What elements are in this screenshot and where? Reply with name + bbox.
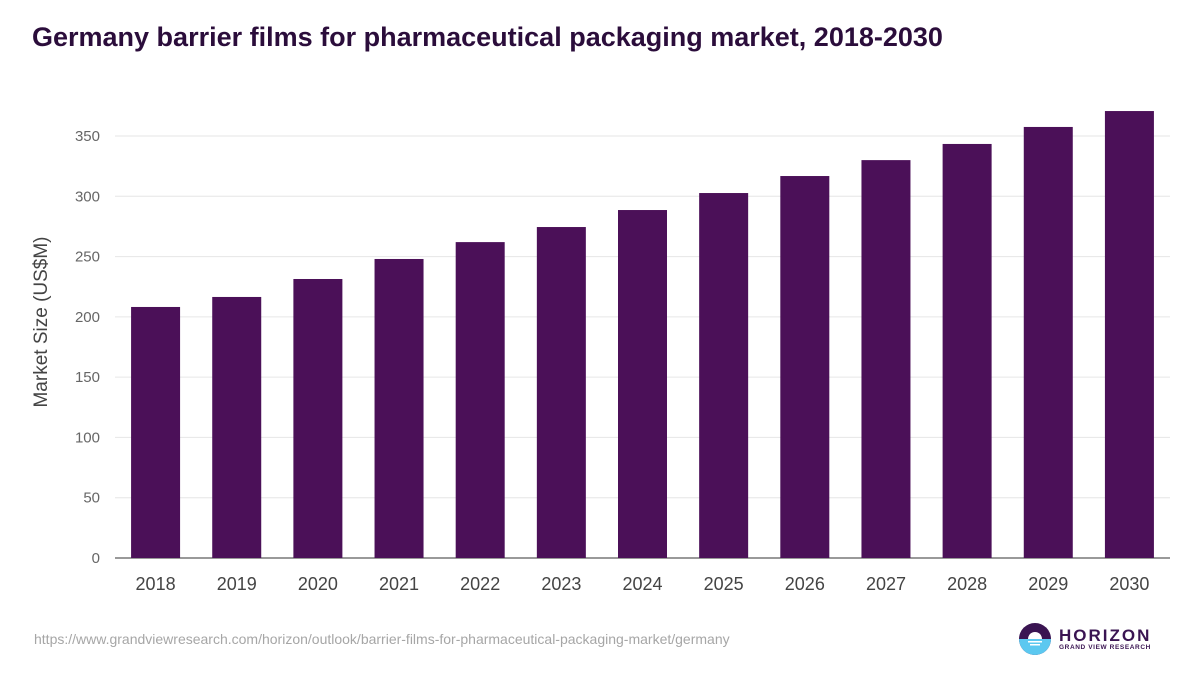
- horizon-logo-icon: [1019, 623, 1051, 655]
- bar-2028: [942, 143, 992, 559]
- y-tick-label: 200: [75, 309, 100, 326]
- x-tick-label: 2018: [136, 574, 176, 594]
- x-tick-label: 2026: [785, 574, 825, 594]
- bar-2029: [1023, 126, 1073, 558]
- x-tick-label: 2025: [704, 574, 744, 594]
- x-tick-label: 2023: [541, 574, 581, 594]
- y-axis-label: Market Size (US$M): [31, 236, 52, 407]
- chart-title: Germany barrier films for pharmaceutical…: [32, 22, 943, 52]
- horizon-logo: HORIZON GRAND VIEW RESEARCH: [1019, 623, 1151, 655]
- bar-2025: [699, 193, 749, 559]
- bar-2024: [618, 210, 667, 558]
- bar-2022: [455, 242, 505, 559]
- x-tick-label: 2030: [1109, 574, 1149, 594]
- x-tick-label: 2020: [298, 574, 338, 594]
- bar-2030: [1104, 111, 1154, 558]
- bar-2026: [780, 176, 830, 558]
- x-tick-label: 2024: [622, 574, 662, 594]
- x-tick-label: 2028: [947, 574, 987, 594]
- bar-2020: [293, 278, 343, 558]
- logo-subtitle: GRAND VIEW RESEARCH: [1059, 644, 1151, 651]
- bar-2027: [861, 160, 911, 558]
- x-tick-label: 2029: [1028, 574, 1068, 594]
- x-tick-label: 2019: [217, 574, 257, 594]
- x-tick-label: 2022: [460, 574, 500, 594]
- bar-2021: [374, 258, 424, 558]
- x-tick-label: 2027: [866, 574, 906, 594]
- y-tick-label: 150: [75, 369, 100, 386]
- y-tick-label: 350: [75, 128, 100, 145]
- bar-2023: [536, 227, 586, 558]
- x-tick-label: 2021: [379, 574, 419, 594]
- y-tick-label: 300: [75, 188, 100, 205]
- y-tick-label: 250: [75, 249, 100, 266]
- bar-2018: [131, 306, 181, 558]
- bar-2019: [212, 296, 262, 558]
- logo-name: HORIZON: [1059, 626, 1152, 645]
- y-tick-label: 100: [75, 429, 100, 446]
- y-tick-label: 0: [92, 550, 100, 567]
- source-url[interactable]: https://www.grandviewresearch.com/horizo…: [34, 631, 730, 647]
- y-tick-label: 50: [83, 490, 100, 507]
